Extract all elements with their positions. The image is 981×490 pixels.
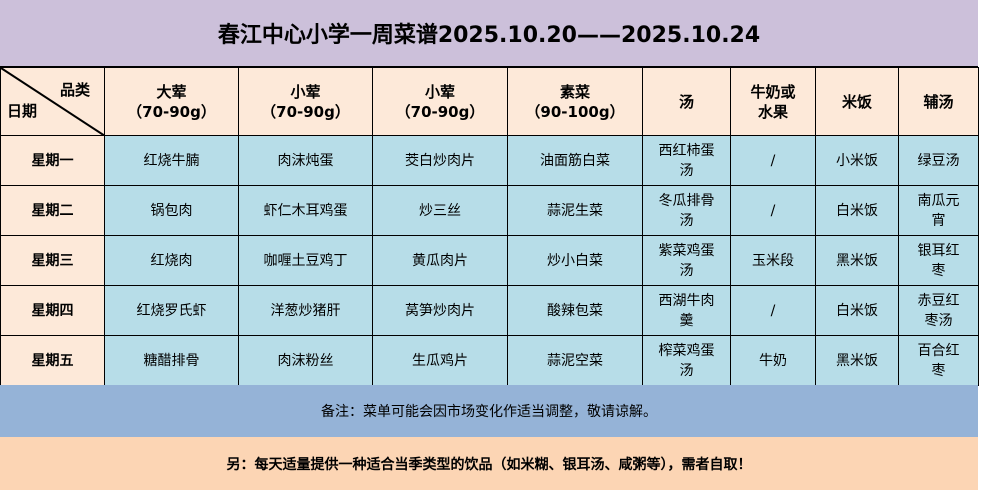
column-header: 小荤 （70-90g） [238, 67, 373, 136]
day-cell: 星期四 [0, 285, 105, 336]
column-header-name: 小荤 [424, 82, 455, 101]
column-header-name: 牛奶或 [750, 82, 796, 101]
dish-cell: 银耳红枣 [898, 235, 979, 286]
dish-cell: 红烧肉 [104, 235, 239, 286]
dish-cell: 生瓜鸡片 [372, 335, 508, 386]
dish-cell: 红烧牛腩 [104, 135, 239, 186]
column-header-name: 小荤 [290, 82, 321, 101]
dish-cell: 绿豆汤 [898, 135, 979, 186]
dish-cell: 白米饭 [815, 185, 899, 236]
day-cell: 星期五 [0, 335, 105, 386]
dish-cell: 蒜泥生菜 [507, 185, 643, 236]
column-header-name: 辅汤 [923, 92, 954, 111]
dish-cell: 炒小白菜 [507, 235, 643, 286]
diagonal-line [1, 68, 105, 136]
dish-cell: 黑米饭 [815, 335, 899, 386]
dish-cell: 小米饭 [815, 135, 899, 186]
dish-cell: 西湖牛肉羹 [642, 285, 731, 336]
dish-cell: 肉沫炖蛋 [238, 135, 373, 186]
column-header: 米饭 [815, 67, 899, 136]
column-header: 素菜 （90-100g） [507, 67, 643, 136]
column-header-sub: （70-90g） [395, 102, 485, 121]
column-header-sub: （90-100g） [525, 102, 625, 121]
dish-cell: 赤豆红枣汤 [898, 285, 979, 336]
table-row: 星期一 红烧牛腩 肉沫炖蛋 茭白炒肉片 油面筋白菜 西红柿蛋汤 / 小米饭 绿豆汤 [0, 135, 979, 186]
column-header-sub: 水果 [757, 102, 788, 121]
corner-header-cell: 品类 日期 [0, 67, 105, 136]
dish-cell: 南瓜元宵 [898, 185, 979, 236]
dish-cell: 糖醋排骨 [104, 335, 239, 386]
dish-cell: 玉米段 [730, 235, 816, 286]
table-row: 星期三 红烧肉 咖喱土豆鸡丁 黄瓜肉片 炒小白菜 紫菜鸡蛋汤 玉米段 黑米饭 银耳红枣 [0, 235, 979, 286]
dish-cell: 紫菜鸡蛋汤 [642, 235, 731, 286]
menu-title: 春江中心小学一周菜谱2025.10.20——2025.10.24 [0, 0, 978, 67]
dish-cell: 西红柿蛋汤 [642, 135, 731, 186]
dish-cell: 榨菜鸡蛋汤 [642, 335, 731, 386]
dish-cell: / [730, 285, 816, 336]
table-row: 星期二 锅包肉 虾仁木耳鸡蛋 炒三丝 蒜泥生菜 冬瓜排骨汤 / 白米饭 南瓜元宵 [0, 185, 979, 236]
column-header-sub: （70-90g） [261, 102, 350, 121]
dish-cell: / [730, 135, 816, 186]
dish-cell: / [730, 185, 816, 236]
dish-cell: 油面筋白菜 [507, 135, 643, 186]
column-header-name: 米饭 [841, 92, 872, 111]
dish-cell: 茭白炒肉片 [372, 135, 508, 186]
footer-bar: 另：每天适量提供一种适合当季类型的饮品（如米糊、银耳汤、咸粥等），需者自取！ [0, 437, 978, 490]
dish-cell: 黑米饭 [815, 235, 899, 286]
dish-cell: 红烧罗氏虾 [104, 285, 239, 336]
column-header-name: 大荤 [156, 82, 187, 101]
column-header: 牛奶或 水果 [730, 67, 816, 136]
day-cell: 星期二 [0, 185, 105, 236]
dish-cell: 白米饭 [815, 285, 899, 336]
dish-cell: 锅包肉 [104, 185, 239, 236]
dish-cell: 酸辣包菜 [507, 285, 643, 336]
dish-cell: 肉沫粉丝 [238, 335, 373, 386]
day-cell: 星期一 [0, 135, 105, 186]
column-header-name: 素菜 [559, 82, 590, 101]
dish-cell: 炒三丝 [372, 185, 508, 236]
column-header: 小荤 （70-90g） [372, 67, 508, 136]
column-header-sub: （70-90g） [127, 102, 216, 121]
dish-cell: 冬瓜排骨汤 [642, 185, 731, 236]
column-header: 辅汤 [898, 67, 979, 136]
menu-table: 品类 日期 大荤 （70-90g） 小荤 （70-90g） 小荤 （70-90g） 素菜 （9… [0, 67, 979, 386]
column-header-name: 汤 [678, 92, 694, 111]
dish-cell: 洋葱炒猪肝 [238, 285, 373, 336]
column-header: 汤 [642, 67, 731, 136]
dish-cell: 咖喱土豆鸡丁 [238, 235, 373, 286]
note-bar: 备注：菜单可能会因市场变化作适当调整，敬请谅解。 [0, 385, 978, 437]
dish-cell: 牛奶 [730, 335, 816, 386]
date-label: 日期 [7, 102, 38, 120]
day-cell: 星期三 [0, 235, 105, 286]
column-header: 大荤 （70-90g） [104, 67, 239, 136]
dish-cell: 蒜泥空菜 [507, 335, 643, 386]
dish-cell: 莴笋炒肉片 [372, 285, 508, 336]
dish-cell: 虾仁木耳鸡蛋 [238, 185, 373, 236]
dish-cell: 黄瓜肉片 [372, 235, 508, 286]
table-row: 星期五 糖醋排骨 肉沫粉丝 生瓜鸡片 蒜泥空菜 榨菜鸡蛋汤 牛奶 黑米饭 百合红枣 [0, 335, 979, 386]
category-label: 品类 [59, 81, 90, 99]
dish-cell: 百合红枣 [898, 335, 979, 386]
table-row: 星期四 红烧罗氏虾 洋葱炒猪肝 莴笋炒肉片 酸辣包菜 西湖牛肉羹 / 白米饭 赤豆红枣汤 [0, 285, 979, 336]
